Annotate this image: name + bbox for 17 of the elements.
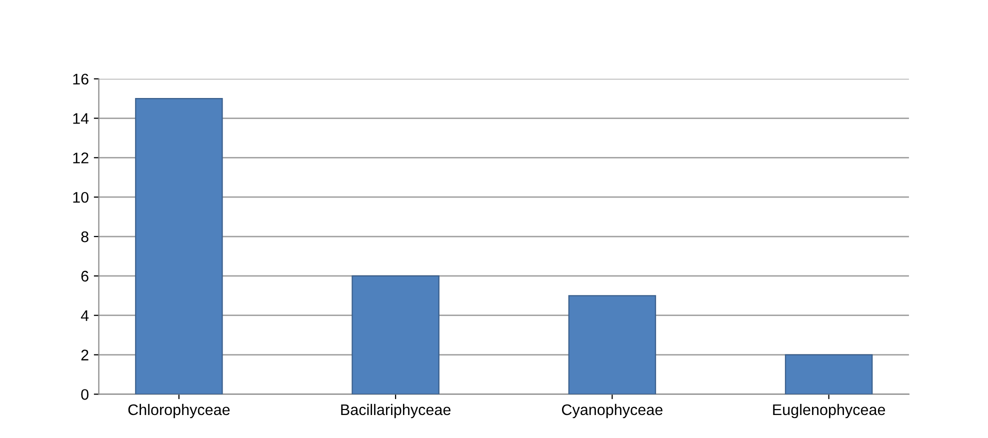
bar (784, 354, 873, 394)
y-tick-label: 10 (73, 192, 88, 203)
bar (135, 98, 223, 394)
bar (568, 295, 656, 394)
y-tick-label: 14 (73, 113, 89, 124)
y-tick-label: 6 (81, 270, 88, 282)
y-tick-label: 16 (73, 74, 88, 85)
x-tick-label: Chlorophyceae (128, 404, 230, 418)
x-tick-label: Cyanophyceae (562, 404, 662, 418)
y-tick-label: 4 (80, 310, 89, 321)
x-tick-label: Bacillariphyceae (341, 404, 451, 418)
y-tick-label: 12 (73, 152, 88, 164)
y-tick-label: 2 (81, 350, 88, 360)
y-tick-label: 0 (81, 389, 88, 400)
bar (352, 275, 440, 394)
y-tick-label: 8 (81, 231, 88, 242)
x-tick-label: Euglenophyceae (773, 404, 886, 418)
